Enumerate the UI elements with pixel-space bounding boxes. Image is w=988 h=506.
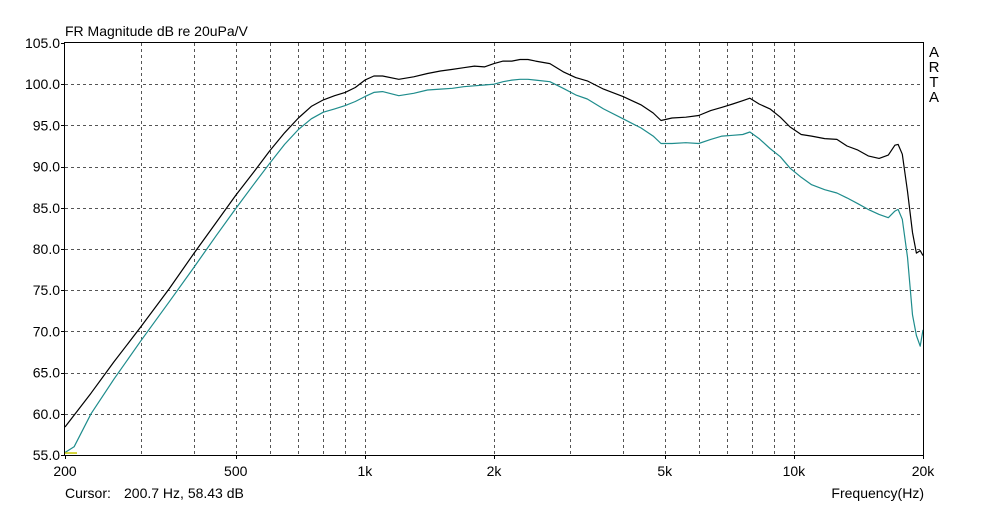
- x-tick-label: 200: [53, 463, 77, 479]
- y-tick-label: 85.0: [33, 200, 60, 216]
- series-line-2: [64, 78, 924, 454]
- y-tick-label: 80.0: [33, 241, 60, 257]
- y-tick-label: 95.0: [33, 117, 60, 133]
- x-tick-label: 500: [224, 463, 248, 479]
- y-tick-label: 65.0: [33, 365, 60, 381]
- x-tick-label: 10k: [783, 463, 807, 479]
- x-tick-label: 5k: [657, 463, 673, 479]
- brand-letter: A: [929, 44, 939, 61]
- brand-letter: R: [929, 59, 940, 76]
- x-tick-label: 20k: [912, 463, 936, 479]
- y-tick-label: 55.0: [33, 447, 60, 463]
- chart-title: FR Magnitude dB re 20uPa/V: [65, 23, 249, 39]
- x-axis-label: Frequency(Hz): [831, 485, 924, 501]
- brand-letter: T: [929, 74, 938, 91]
- cursor-label: Cursor:: [65, 485, 111, 501]
- series-lines: [64, 58, 924, 454]
- brand-letter: A: [929, 89, 939, 106]
- y-tick-label: 90.0: [33, 159, 60, 175]
- plot-grid: [65, 43, 923, 455]
- y-tick-label: 75.0: [33, 282, 60, 298]
- y-tick-label: 105.0: [25, 35, 60, 51]
- series-line-1: [64, 58, 924, 428]
- y-tick-label: 60.0: [33, 406, 60, 422]
- y-axis-ticks: 55.0 60.0 65.0 70.0 75.0 80.0 85.0 90.0 95.0 100.…: [25, 35, 65, 463]
- y-tick-label: 100.0: [25, 76, 60, 92]
- cursor-readout: 200.7 Hz, 58.43 dB: [124, 485, 244, 501]
- y-tick-label: 70.0: [33, 323, 60, 339]
- x-tick-label: 2k: [487, 463, 503, 479]
- x-axis-ticks: 200 500 1k 2k 5k 10k 20k: [53, 455, 935, 479]
- x-tick-label: 1k: [357, 463, 373, 479]
